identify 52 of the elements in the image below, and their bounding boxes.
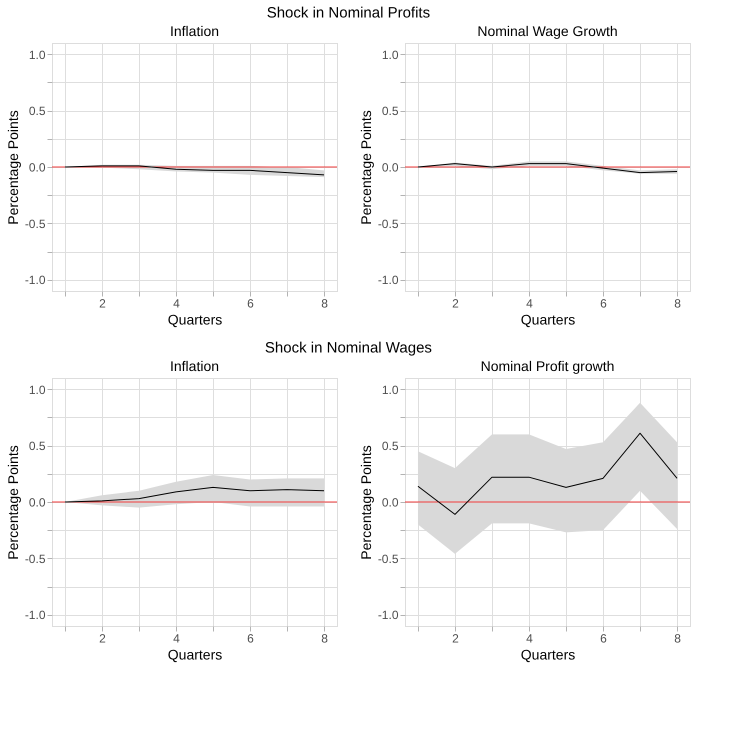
- y-tick-label: -0.5: [24, 216, 46, 231]
- x-tick-label: 2: [452, 632, 460, 646]
- y-tick-label: -1.0: [378, 608, 399, 622]
- y-axis-title: Percentage Points: [358, 445, 374, 560]
- line-series: [417, 432, 678, 515]
- y-tick-label: 0.5: [28, 104, 46, 118]
- y-tick-label: -1.0: [378, 273, 399, 288]
- x-tick-label: 2: [99, 632, 106, 646]
- x-axis-title: Quarters: [168, 312, 222, 328]
- y-tick-label: 0.5: [382, 439, 399, 454]
- y-tick-label: 1.0: [28, 382, 46, 397]
- y-tick-label: 1.0: [382, 382, 399, 397]
- line-series: [64, 486, 325, 502]
- y-tick-label: 1.0: [382, 48, 399, 62]
- x-tick-label: 2: [99, 296, 106, 310]
- y-tick-label: 0.5: [28, 439, 46, 454]
- y-tick-label: 0.0: [28, 496, 46, 510]
- y-tick-label: 0.0: [382, 496, 399, 510]
- chart-title: Nominal Profit growth: [480, 358, 614, 374]
- x-tick-label: 6: [600, 632, 608, 646]
- chart-title: Nominal Wage Growth: [477, 23, 618, 39]
- x-tick-label: 6: [600, 296, 608, 310]
- x-axis-title: Quarters: [520, 312, 576, 328]
- y-axis-title: Percentage Points: [4, 110, 21, 225]
- x-tick-label: 4: [526, 296, 534, 310]
- text: Shock in Nominal Wages: [264, 340, 432, 356]
- x-tick-label: 8: [321, 296, 328, 310]
- x-tick-label: 2: [452, 296, 460, 310]
- x-axis-title: Quarters: [168, 646, 222, 662]
- y-tick-label: 0.0: [382, 160, 399, 174]
- x-tick-label: 8: [674, 632, 682, 646]
- x-tick-label: 4: [526, 632, 534, 646]
- x-tick-label: 8: [674, 296, 682, 310]
- y-tick-label: 0.0: [28, 160, 46, 174]
- y-tick-label: 1.0: [28, 48, 46, 62]
- y-tick-label: -1.0: [24, 273, 46, 288]
- x-tick-label: 6: [247, 296, 254, 310]
- y-tick-label: -0.5: [378, 216, 399, 231]
- y-tick-label: -0.5: [378, 552, 399, 566]
- x-tick-label: 4: [173, 632, 180, 646]
- x-tick-label: 4: [173, 296, 180, 310]
- x-tick-label: 8: [321, 632, 328, 646]
- chart-title: Inflation: [170, 23, 220, 39]
- y-tick-label: -1.0: [24, 608, 46, 622]
- y-tick-label: -0.5: [24, 552, 46, 566]
- text: Shock in Nominal Profits: [266, 4, 430, 22]
- x-axis-title: Quarters: [520, 646, 576, 662]
- y-axis-title: Percentage Points: [4, 445, 21, 560]
- y-tick-label: 0.5: [382, 104, 399, 118]
- chart-title: Inflation: [170, 358, 220, 374]
- y-axis-title: Percentage Points: [358, 110, 374, 225]
- x-tick-label: 6: [247, 632, 254, 646]
